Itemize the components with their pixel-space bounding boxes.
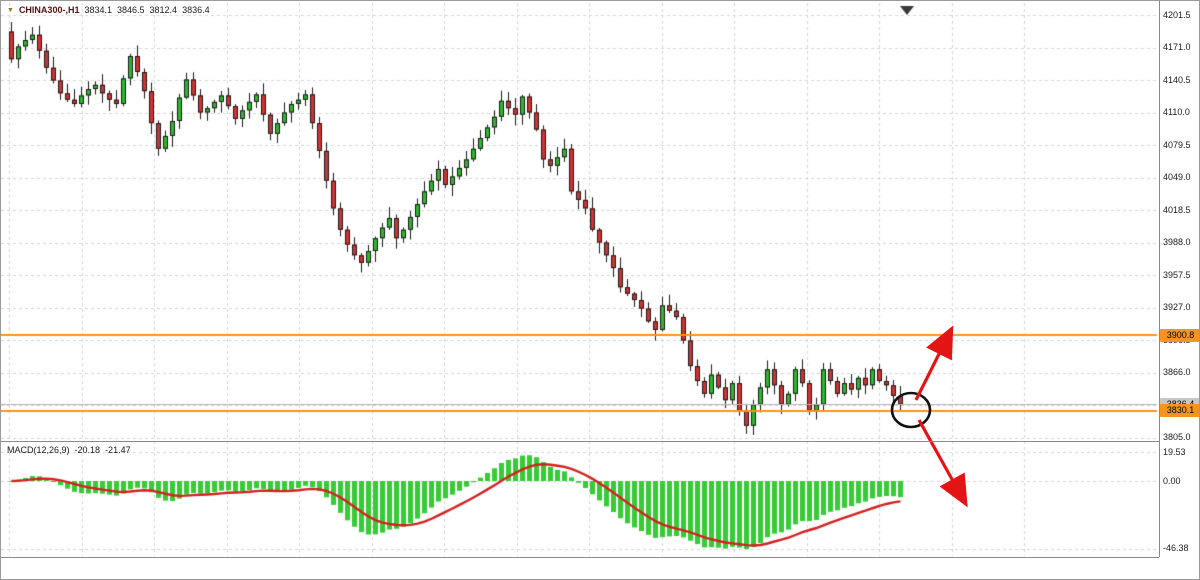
symbol-dropdown-icon[interactable]: ▼ xyxy=(7,6,14,14)
price-tick-label: 4079.5 xyxy=(1163,139,1191,150)
macd-tick-label: 0.00 xyxy=(1163,475,1181,486)
macd-indicator-label: MACD(12,26,9) -20.18 -21.47 xyxy=(7,445,131,455)
price-tick-label: 4049.0 xyxy=(1163,172,1191,182)
price-tick-label: 4140.5 xyxy=(1163,74,1191,85)
symbol-ohlc-label: ▼ CHINA300-,H1 3834.1 3846.5 3812.4 3836… xyxy=(7,5,210,15)
macd-tick-label: 19.53 xyxy=(1163,446,1186,457)
price-axis-divider xyxy=(1159,1,1160,557)
symbol-period-label: CHINA300-,H1 xyxy=(18,5,80,15)
ohlc-open: 3834.1 xyxy=(84,5,112,15)
price-tick-label: 4110.0 xyxy=(1163,107,1190,117)
level-price-tag: 3900.8 xyxy=(1160,328,1199,342)
macd-signal-value: -21.47 xyxy=(105,445,131,455)
price-tick-label: 3805.0 xyxy=(1163,432,1191,442)
pane-divider[interactable] xyxy=(1,441,1159,442)
price-tick-label: 3988.0 xyxy=(1163,237,1191,247)
ohlc-low: 3812.4 xyxy=(149,5,178,15)
ohlc-high: 3846.5 xyxy=(117,5,145,15)
price-tick-label: 3927.0 xyxy=(1163,302,1191,312)
price-tick-label: 4201.5 xyxy=(1163,9,1191,20)
level-price-tag: 3830.1 xyxy=(1160,404,1199,418)
price-tick-label: 4171.0 xyxy=(1163,42,1191,52)
macd-tick-label: -46.38 xyxy=(1163,543,1189,554)
time-axis[interactable]: 19 Aug 202223 Aug 05:0025 Aug 05:0029 Au… xyxy=(1,557,1159,579)
price-tick-label: 3866.0 xyxy=(1163,367,1191,377)
time-axis-divider xyxy=(1,557,1159,558)
ohlc-close: 3836.4 xyxy=(182,5,210,15)
macd-name: MACD(12,26,9) xyxy=(7,445,70,455)
macd-main-value: -20.18 xyxy=(74,445,101,455)
price-tick-label: 3957.5 xyxy=(1163,269,1191,280)
price-tick-label: 4018.5 xyxy=(1163,204,1191,215)
